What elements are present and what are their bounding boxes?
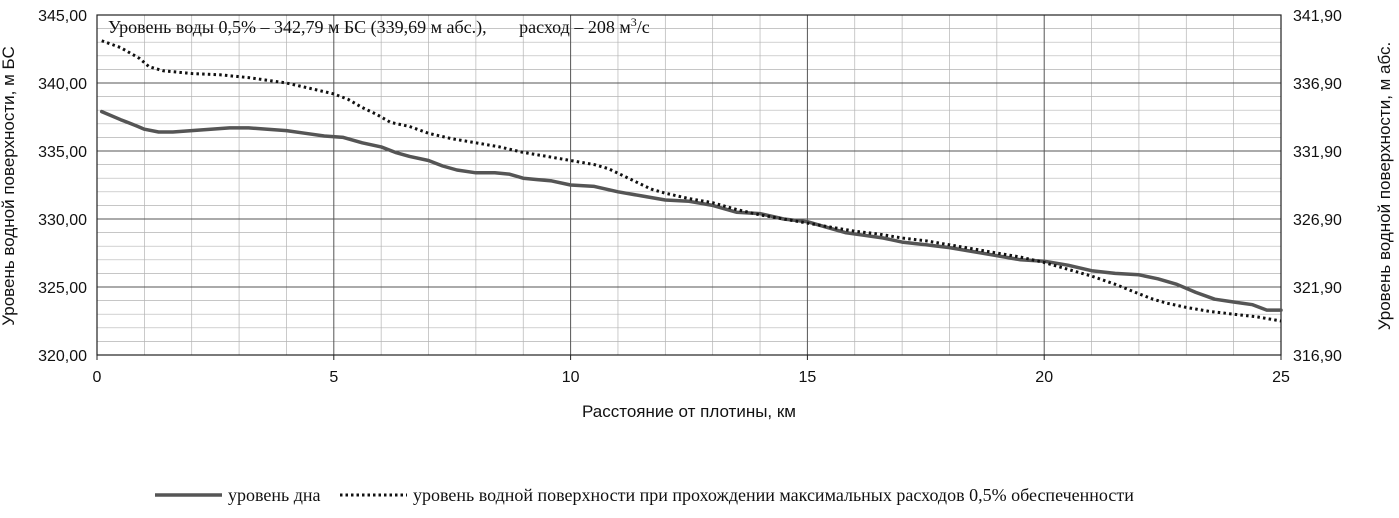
y-left-tick-label: 345,00 xyxy=(38,8,87,25)
x-tick-label: 25 xyxy=(1272,369,1290,386)
plot-frame xyxy=(96,14,1282,356)
y-right-tick-label: 341,90 xyxy=(1293,8,1342,25)
legend-label-water: уровень водной поверхности при прохожден… xyxy=(413,485,1134,505)
chart-annotation: Уровень воды 0,5% – 342,79 м БС (339,69 … xyxy=(108,15,650,38)
y-left-tick-label: 320,00 xyxy=(38,348,87,365)
x-tick-label: 0 xyxy=(93,369,102,386)
legend-label-bottom: уровень дна xyxy=(228,485,321,505)
major-gridlines xyxy=(96,14,1282,356)
x-tick-label: 20 xyxy=(1035,369,1053,386)
y-right-tick-label: 331,90 xyxy=(1293,144,1342,161)
x-axis-title: Расстояние от плотины, км xyxy=(582,402,796,421)
series-line-water-level xyxy=(101,39,1282,323)
annotation-flow-sup: 3 xyxy=(631,15,637,29)
y-right-tick-label: 321,90 xyxy=(1293,280,1342,297)
series-line-bottom-level xyxy=(99,109,1283,312)
annotation-flow-tail: /с xyxy=(637,17,650,37)
annotation-level: Уровень воды 0,5% – 342,79 м БС (339,69 … xyxy=(108,17,487,38)
y-axis-left-title: Уровень водной поверхности, м БС xyxy=(0,46,18,326)
y-axis-left-ticks: 320,00 325,00 330,00 335,00 340,00 345,00 xyxy=(38,8,87,365)
y-left-tick-label: 335,00 xyxy=(38,144,87,161)
y-right-tick-label: 316,90 xyxy=(1293,348,1342,365)
y-right-tick-label: 326,90 xyxy=(1293,212,1342,229)
minor-gridlines xyxy=(97,15,1281,355)
y-left-tick-label: 340,00 xyxy=(38,76,87,93)
annotation-flow: расход – 208 м xyxy=(519,17,631,37)
y-axis-right-ticks: 316,90 321,90 326,90 331,90 336,90 341,90 xyxy=(1293,8,1342,365)
x-tick-label: 5 xyxy=(329,369,338,386)
x-axis-ticks: 0 5 10 15 20 25 xyxy=(93,355,1290,386)
series-layer xyxy=(99,39,1283,323)
legend: уровень дна уровень водной поверхности п… xyxy=(155,485,1134,505)
y-left-tick-label: 325,00 xyxy=(38,280,87,297)
y-right-tick-label: 336,90 xyxy=(1293,76,1342,93)
x-tick-label: 10 xyxy=(562,369,580,386)
y-axis-right-title: Уровень водной поверхности, м абс. xyxy=(1375,42,1394,331)
x-tick-label: 15 xyxy=(799,369,817,386)
y-left-tick-label: 330,00 xyxy=(38,212,87,229)
